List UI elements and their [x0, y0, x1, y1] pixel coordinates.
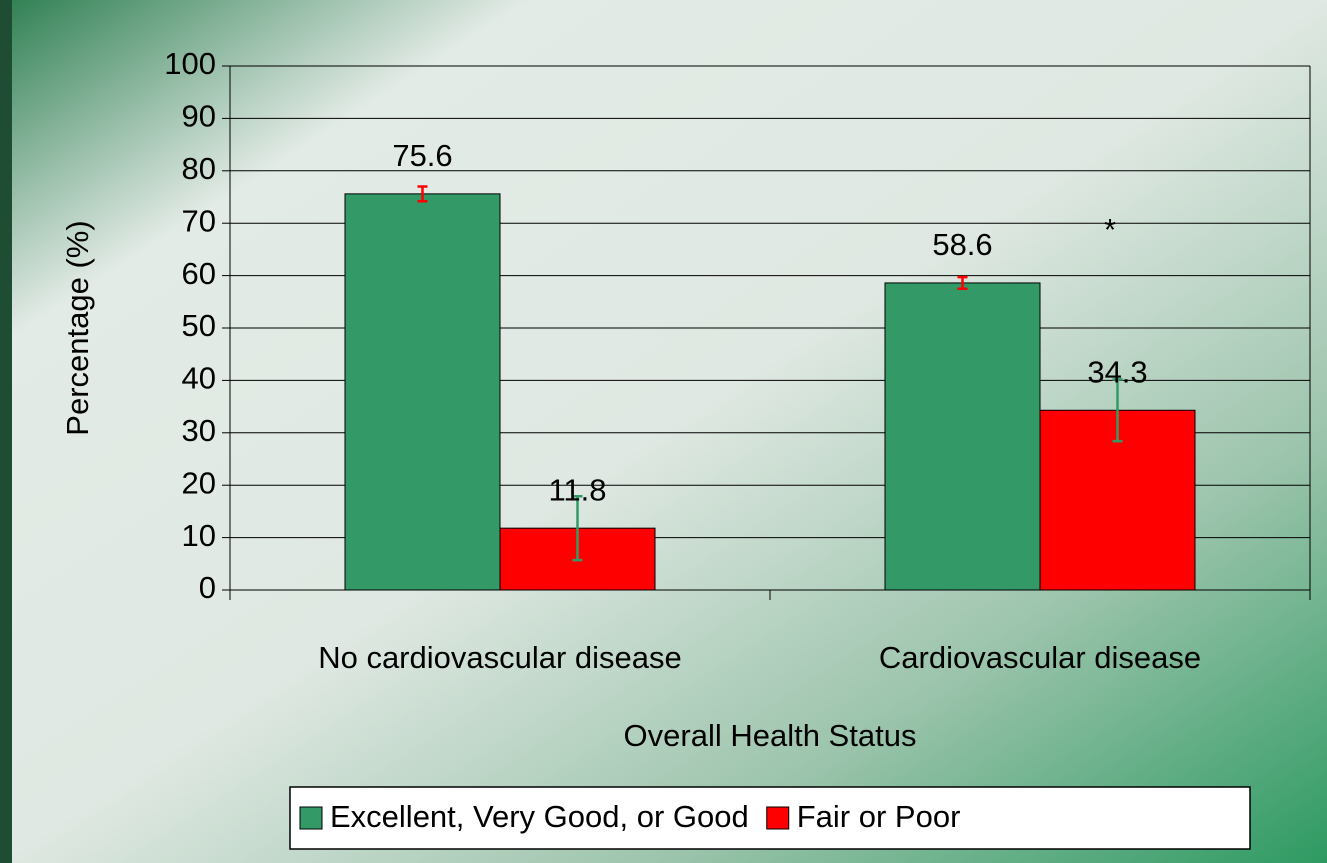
annotation: *	[1104, 212, 1116, 247]
x-tick-label: No cardiovascular disease	[318, 640, 682, 675]
frame	[0, 0, 12, 863]
y-tick-label: 10	[182, 518, 216, 553]
y-tick-label: 20	[182, 465, 216, 500]
error-bar	[957, 275, 968, 290]
legend-label: Excellent, Very Good, or Good	[330, 799, 749, 834]
error-bar	[1112, 378, 1123, 443]
bar	[344, 193, 501, 591]
y-tick-label: 30	[182, 413, 216, 448]
y-tick-label: 80	[182, 151, 216, 186]
data-label: 75.6	[392, 138, 452, 173]
y-axis-title: Percentage (%)	[60, 220, 95, 435]
error-bar	[417, 185, 428, 203]
y-tick-label: 40	[182, 361, 216, 396]
y-tick-label: 60	[182, 256, 216, 291]
y-tick-label: 50	[182, 308, 216, 343]
data-label: 58.6	[932, 227, 992, 262]
y-tick-label: 90	[182, 99, 216, 134]
y-tick-label: 100	[164, 46, 216, 81]
data-label: 34.3	[1087, 354, 1147, 389]
y-tick-label: 70	[182, 203, 216, 238]
bar	[884, 282, 1041, 591]
x-tick-label: Cardiovascular disease	[879, 640, 1201, 675]
legend-swatch	[766, 806, 790, 830]
legend-label: Fair or Poor	[797, 799, 961, 834]
data-label: 11.8	[548, 472, 606, 507]
y-tick-label: 0	[199, 570, 216, 605]
x-axis-title: Overall Health Status	[624, 718, 917, 753]
error-bar	[572, 494, 583, 562]
legend-swatch	[299, 806, 323, 830]
